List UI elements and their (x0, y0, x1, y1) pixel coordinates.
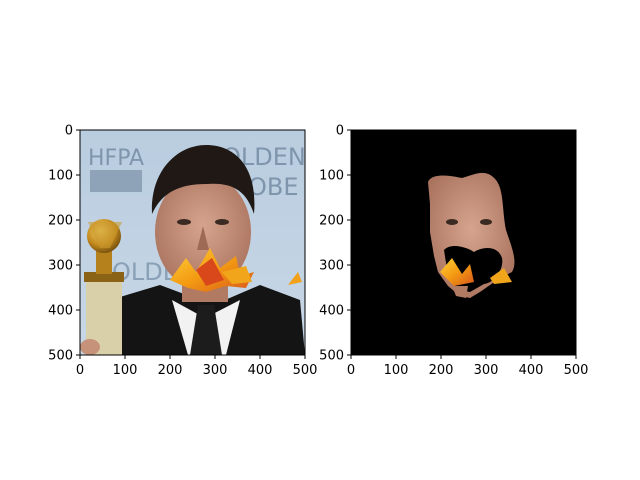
left-x-tick-label: 0 (76, 363, 84, 378)
right-y-tick-label: 100 (319, 169, 344, 184)
mask-right-eye (480, 219, 492, 225)
mask-leaf-right (490, 268, 512, 284)
left-photo: HFPA OLDEN OBE OLDEN (80, 130, 305, 355)
right-y-tick-label: 500 (319, 349, 344, 364)
left-image-panel: HFPA OLDEN OBE OLDEN (48, 124, 317, 379)
left-x-tick-label: 100 (113, 363, 138, 378)
left-x-tick-label: 500 (293, 363, 318, 378)
left-y-tick-label: 500 (48, 349, 73, 364)
nose (197, 226, 209, 250)
right-axes-frame (350, 129, 577, 356)
right-y-tick-label: 300 (319, 259, 344, 274)
mask-chin (452, 286, 468, 298)
left-x-tick-label: 400 (248, 363, 273, 378)
left-y-tick-label: 200 (48, 214, 73, 229)
left-y-tick-label: 300 (48, 259, 73, 274)
right-y-tick-label: 0 (336, 124, 344, 139)
right-x-tick-label: 500 (564, 363, 589, 378)
hair (151, 145, 255, 214)
right-eye (215, 219, 229, 225)
right-x-tick-label: 400 (519, 363, 544, 378)
left-x-tick-label: 200 (158, 363, 183, 378)
banner-text-hfpa: HFPA (88, 146, 144, 171)
right-y-tick-label: 400 (319, 304, 344, 319)
left-eye (177, 219, 191, 225)
right-x-tick-label: 100 (384, 363, 409, 378)
left-y-tick-label: 400 (48, 304, 73, 319)
left-y-tick-label: 0 (65, 124, 73, 139)
small-leaf (288, 272, 302, 285)
autumn-leaves-cluster (170, 248, 254, 292)
left-axes-frame (79, 129, 306, 356)
left-x-tick-label: 300 (203, 363, 228, 378)
necktie (190, 305, 222, 355)
right-mask-image (351, 130, 576, 355)
hand (80, 339, 100, 355)
banner-text-globe: OBE (248, 173, 299, 201)
golden-globe-trophy (84, 219, 124, 355)
right-x-tick-label: 200 (429, 363, 454, 378)
right-y-tick-label: 200 (319, 214, 344, 229)
right-x-tick-label: 0 (347, 363, 355, 378)
mask-left-eye (446, 219, 458, 225)
banner-plaque (90, 170, 142, 192)
mask-leaf-left (440, 258, 474, 286)
right-x-tick-label: 300 (474, 363, 499, 378)
left-y-tick-label: 100 (48, 169, 73, 184)
